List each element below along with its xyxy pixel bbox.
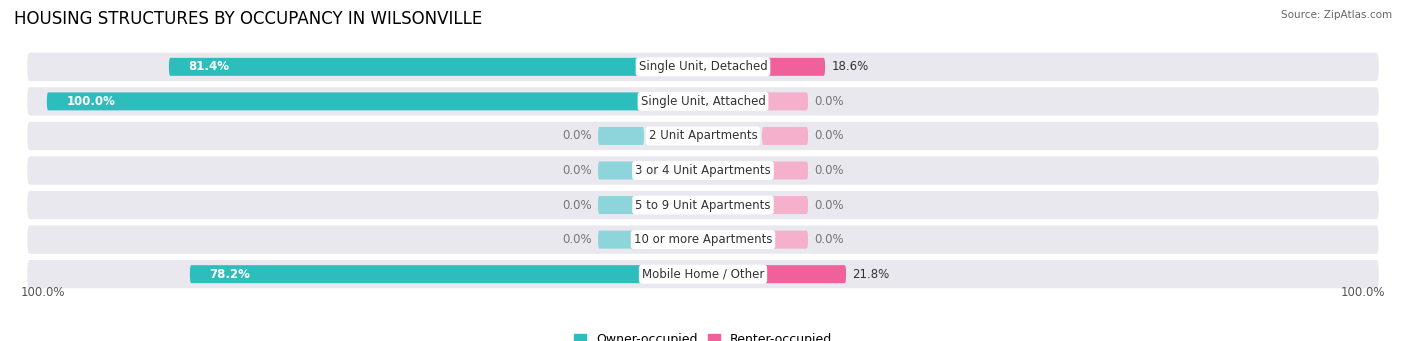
- Text: 0.0%: 0.0%: [814, 198, 844, 211]
- FancyBboxPatch shape: [762, 92, 808, 110]
- Text: 0.0%: 0.0%: [814, 95, 844, 108]
- FancyBboxPatch shape: [762, 58, 825, 76]
- Text: 100.0%: 100.0%: [21, 286, 65, 299]
- Text: 0.0%: 0.0%: [814, 164, 844, 177]
- Text: 0.0%: 0.0%: [562, 233, 592, 246]
- FancyBboxPatch shape: [762, 127, 808, 145]
- Text: 0.0%: 0.0%: [814, 130, 844, 143]
- FancyBboxPatch shape: [27, 260, 1379, 288]
- Text: HOUSING STRUCTURES BY OCCUPANCY IN WILSONVILLE: HOUSING STRUCTURES BY OCCUPANCY IN WILSO…: [14, 10, 482, 28]
- Text: 81.4%: 81.4%: [188, 60, 229, 73]
- Text: 0.0%: 0.0%: [562, 130, 592, 143]
- Text: 21.8%: 21.8%: [852, 268, 890, 281]
- FancyBboxPatch shape: [27, 225, 1379, 254]
- FancyBboxPatch shape: [27, 87, 1379, 116]
- FancyBboxPatch shape: [762, 196, 808, 214]
- FancyBboxPatch shape: [190, 265, 644, 283]
- FancyBboxPatch shape: [169, 58, 644, 76]
- FancyBboxPatch shape: [46, 92, 644, 110]
- FancyBboxPatch shape: [762, 265, 846, 283]
- Text: 100.0%: 100.0%: [66, 95, 115, 108]
- FancyBboxPatch shape: [27, 53, 1379, 81]
- Text: 100.0%: 100.0%: [1341, 286, 1385, 299]
- Text: Single Unit, Detached: Single Unit, Detached: [638, 60, 768, 73]
- FancyBboxPatch shape: [762, 162, 808, 179]
- FancyBboxPatch shape: [27, 122, 1379, 150]
- Legend: Owner-occupied, Renter-occupied: Owner-occupied, Renter-occupied: [568, 328, 838, 341]
- FancyBboxPatch shape: [598, 231, 644, 249]
- Text: 18.6%: 18.6%: [831, 60, 869, 73]
- Text: 3 or 4 Unit Apartments: 3 or 4 Unit Apartments: [636, 164, 770, 177]
- Text: 0.0%: 0.0%: [562, 198, 592, 211]
- FancyBboxPatch shape: [598, 162, 644, 179]
- Text: 2 Unit Apartments: 2 Unit Apartments: [648, 130, 758, 143]
- FancyBboxPatch shape: [762, 231, 808, 249]
- FancyBboxPatch shape: [598, 127, 644, 145]
- Text: Source: ZipAtlas.com: Source: ZipAtlas.com: [1281, 10, 1392, 20]
- Text: 0.0%: 0.0%: [562, 164, 592, 177]
- FancyBboxPatch shape: [27, 156, 1379, 185]
- Text: Mobile Home / Other: Mobile Home / Other: [641, 268, 765, 281]
- FancyBboxPatch shape: [598, 196, 644, 214]
- FancyBboxPatch shape: [27, 191, 1379, 219]
- Text: 0.0%: 0.0%: [814, 233, 844, 246]
- Text: Single Unit, Attached: Single Unit, Attached: [641, 95, 765, 108]
- Text: 78.2%: 78.2%: [209, 268, 250, 281]
- Text: 5 to 9 Unit Apartments: 5 to 9 Unit Apartments: [636, 198, 770, 211]
- Text: 10 or more Apartments: 10 or more Apartments: [634, 233, 772, 246]
